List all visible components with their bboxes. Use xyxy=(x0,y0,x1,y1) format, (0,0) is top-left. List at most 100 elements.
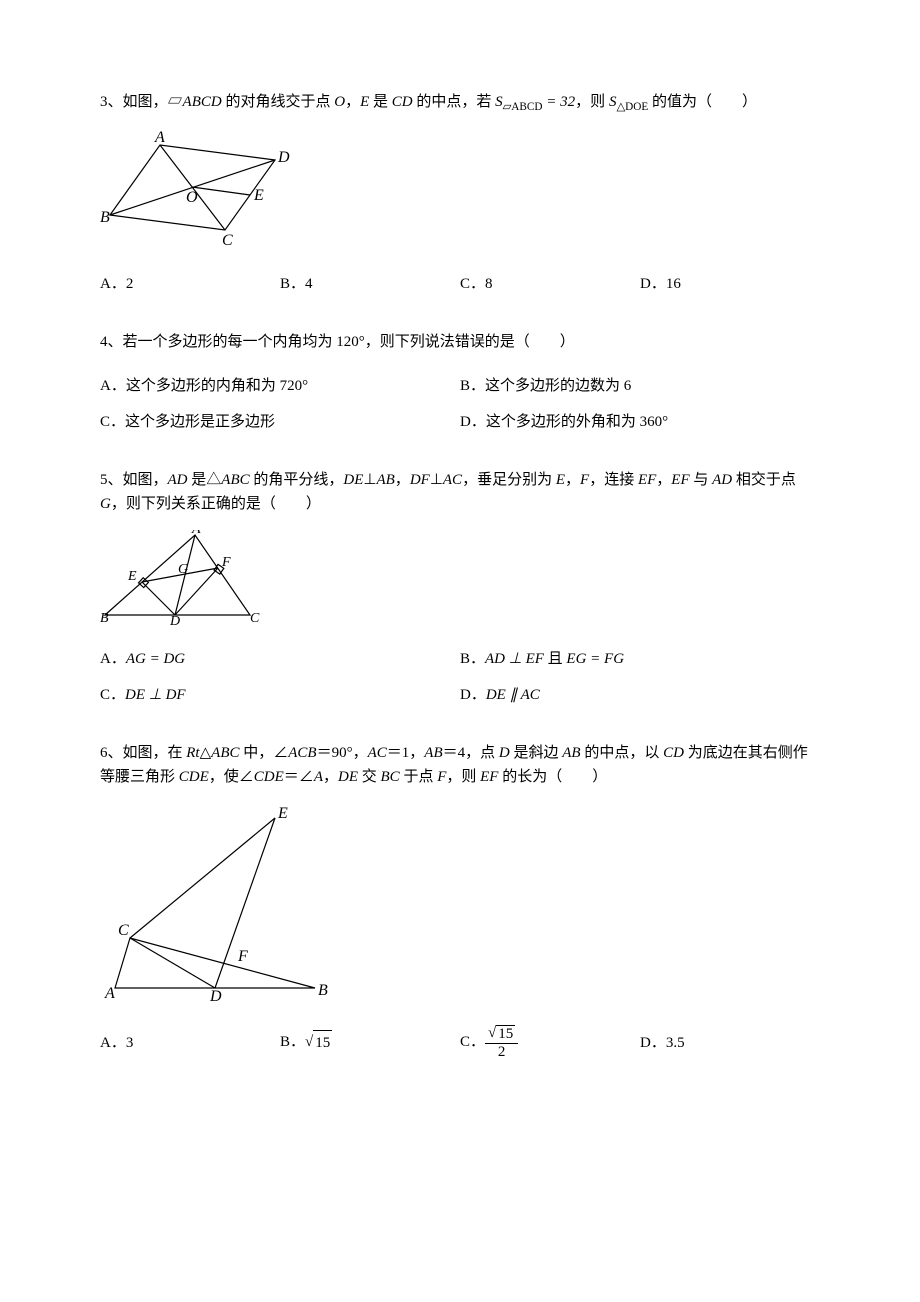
q6-p12: ，则 xyxy=(446,769,480,785)
q5-AB: AB xyxy=(376,472,394,488)
q6-optB-rad: 15 xyxy=(313,1030,332,1055)
q5-optC-pre: C． xyxy=(100,687,125,703)
q6-p13: 的长为（ ） xyxy=(498,769,607,785)
q6-optB-pre: B． xyxy=(280,1034,305,1050)
q5-ABC: ABC xyxy=(221,472,249,488)
q6-p9: ，使∠ xyxy=(209,769,254,785)
q5-AC: AC xyxy=(443,472,462,488)
q3-fig-D: D xyxy=(277,149,290,166)
q6-AB2: AB xyxy=(562,745,580,761)
q6-EF: EF xyxy=(480,769,498,785)
q6-text: 6、如图，在 Rt△ABC 中，∠ACB＝90°，AC＝1，AB＝4，点 D 是… xyxy=(100,741,820,789)
q3-S1: S▱ABCD = 32 xyxy=(495,94,575,110)
q5-AD2: AD xyxy=(712,472,732,488)
q5-optB-m2: EG = FG xyxy=(566,651,624,667)
q6-optD: D．3.5 xyxy=(640,1025,820,1061)
q5-fig-C: C xyxy=(250,611,260,625)
q3-t3: ， xyxy=(345,94,360,110)
q6-p11: 于点 xyxy=(400,769,438,785)
q3-S1-lhs: S xyxy=(495,94,503,110)
q5-perp2: ⊥ xyxy=(430,472,443,488)
q5-fig-F: F xyxy=(221,555,231,570)
q4-text: 4、若一个多边形的每一个内角均为 120°，则下列说法错误的是（ ） xyxy=(100,330,820,354)
q5-F: F xyxy=(580,472,589,488)
q6-D: D xyxy=(499,745,510,761)
q3-abcd: ABCD xyxy=(183,94,222,110)
q6-AB: AB xyxy=(424,745,442,761)
q6-CDE: CDE xyxy=(179,769,209,785)
q6-fig-B: B xyxy=(318,982,328,999)
q3-options: A．2 B．4 C．8 D．16 xyxy=(100,266,820,302)
question-3: 3、如图，▱ABCD 的对角线交于点 O，E 是 CD 的中点，若 S▱ABCD… xyxy=(100,90,820,302)
q6-ang: ∠ xyxy=(299,769,314,785)
q3-text: 3、如图，▱ABCD 的对角线交于点 O，E 是 CD 的中点，若 S▱ABCD… xyxy=(100,90,820,116)
q6-fig-D: D xyxy=(209,988,222,1003)
q6-ABC: ABC xyxy=(211,745,239,761)
q4-optA: A．这个多边形的内角和为 720° xyxy=(100,368,460,404)
q6-tri: △ xyxy=(200,745,212,761)
q6-optC-frac: √152 xyxy=(485,1025,518,1060)
q6-options: A．3 B．√15 C．√152 D．3.5 xyxy=(100,1019,820,1066)
q3-optA: A．2 xyxy=(100,266,280,302)
q3-fig-B: B xyxy=(100,209,110,226)
q6-A: A xyxy=(314,769,323,785)
q6-AC: AC xyxy=(368,745,387,761)
q3-fig-O: O xyxy=(186,189,198,206)
q3-S1-sub: ▱ABCD xyxy=(503,101,543,113)
q5-DF: DF xyxy=(410,472,430,488)
q5-fig-E: E xyxy=(127,569,137,584)
q5-fig-G: G xyxy=(178,562,188,577)
q6-fig-E: E xyxy=(277,805,288,822)
q6-p3: ＝90°， xyxy=(317,745,368,761)
q3-t7: 的值为（ ） xyxy=(648,94,757,110)
q6-CD: CD xyxy=(663,745,684,761)
q5-p2: 是△ xyxy=(188,472,222,488)
q4-options: A．这个多边形的内角和为 720° B．这个多边形的边数为 6 C．这个多边形是… xyxy=(100,368,820,440)
q5-p4: ，垂足分别为 xyxy=(462,472,556,488)
q6-optC-den: 2 xyxy=(495,1044,509,1061)
q5-optA-math: AG = DG xyxy=(126,651,185,667)
q4-optC: C．这个多边形是正多边形 xyxy=(100,404,460,440)
q6-Rt: Rt xyxy=(186,745,199,761)
q5-optB: B．AD ⊥ EF 且 EG = FG xyxy=(460,641,820,677)
q5-optC: C．DE ⊥ DF xyxy=(100,677,460,713)
q3-t5: 的中点，若 xyxy=(413,94,496,110)
q3-S2: S△DOE xyxy=(609,94,648,110)
q4-optD: D．这个多边形的外角和为 360° xyxy=(460,404,820,440)
q6-optB: B．√15 xyxy=(280,1024,460,1061)
q3-optB: B．4 xyxy=(280,266,460,302)
q6-eq: ＝ xyxy=(284,769,299,785)
q5-text: 5、如图，AD 是△ABC 的角平分线，DE⊥AB，DF⊥AC，垂足分别为 E，… xyxy=(100,468,820,516)
q5-p8: 相交于点 xyxy=(732,472,796,488)
q5-optC-math: DE ⊥ DF xyxy=(125,687,186,703)
q6-p1: 6、如图，在 xyxy=(100,745,186,761)
q6-fig-F: F xyxy=(237,948,248,965)
q3-E: E xyxy=(360,94,369,110)
q5-G: G xyxy=(100,496,111,512)
q5-optB-m1: AD ⊥ EF xyxy=(485,651,544,667)
question-4: 4、若一个多边形的每一个内角均为 120°，则下列说法错误的是（ ） A．这个多… xyxy=(100,330,820,440)
q6-optC-rad: 15 xyxy=(496,1025,515,1043)
q6-p10: 交 xyxy=(358,769,381,785)
q5-p5: ，连接 xyxy=(589,472,638,488)
q3-optC: C．8 xyxy=(460,266,640,302)
q3-S2-sub: △DOE xyxy=(616,101,648,113)
q5-AD: AD xyxy=(168,472,188,488)
q5-fig-A: A xyxy=(191,530,201,537)
q6-comma: ， xyxy=(323,769,338,785)
q6-DE: DE xyxy=(338,769,358,785)
q3-fig-E: E xyxy=(253,187,264,204)
q6-p6: 是斜边 xyxy=(510,745,563,761)
q3-fig-C: C xyxy=(222,232,233,249)
q5-p3: 的角平分线， xyxy=(250,472,344,488)
q6-p5: ＝4，点 xyxy=(443,745,499,761)
q3-CD: CD xyxy=(392,94,413,110)
q5-c1: ， xyxy=(395,472,410,488)
q6-fig-C: C xyxy=(118,922,129,939)
q6-optC-pre: C． xyxy=(460,1034,485,1050)
q4-optB: B．这个多边形的边数为 6 xyxy=(460,368,820,404)
q5-optD: D．DE ∥ AC xyxy=(460,677,820,713)
q3-t4: 是 xyxy=(369,94,392,110)
q5-options: A．AG = DG B．AD ⊥ EF 且 EG = FG C．DE ⊥ DF … xyxy=(100,641,820,713)
q3-para-symbol: ▱ xyxy=(168,94,183,110)
